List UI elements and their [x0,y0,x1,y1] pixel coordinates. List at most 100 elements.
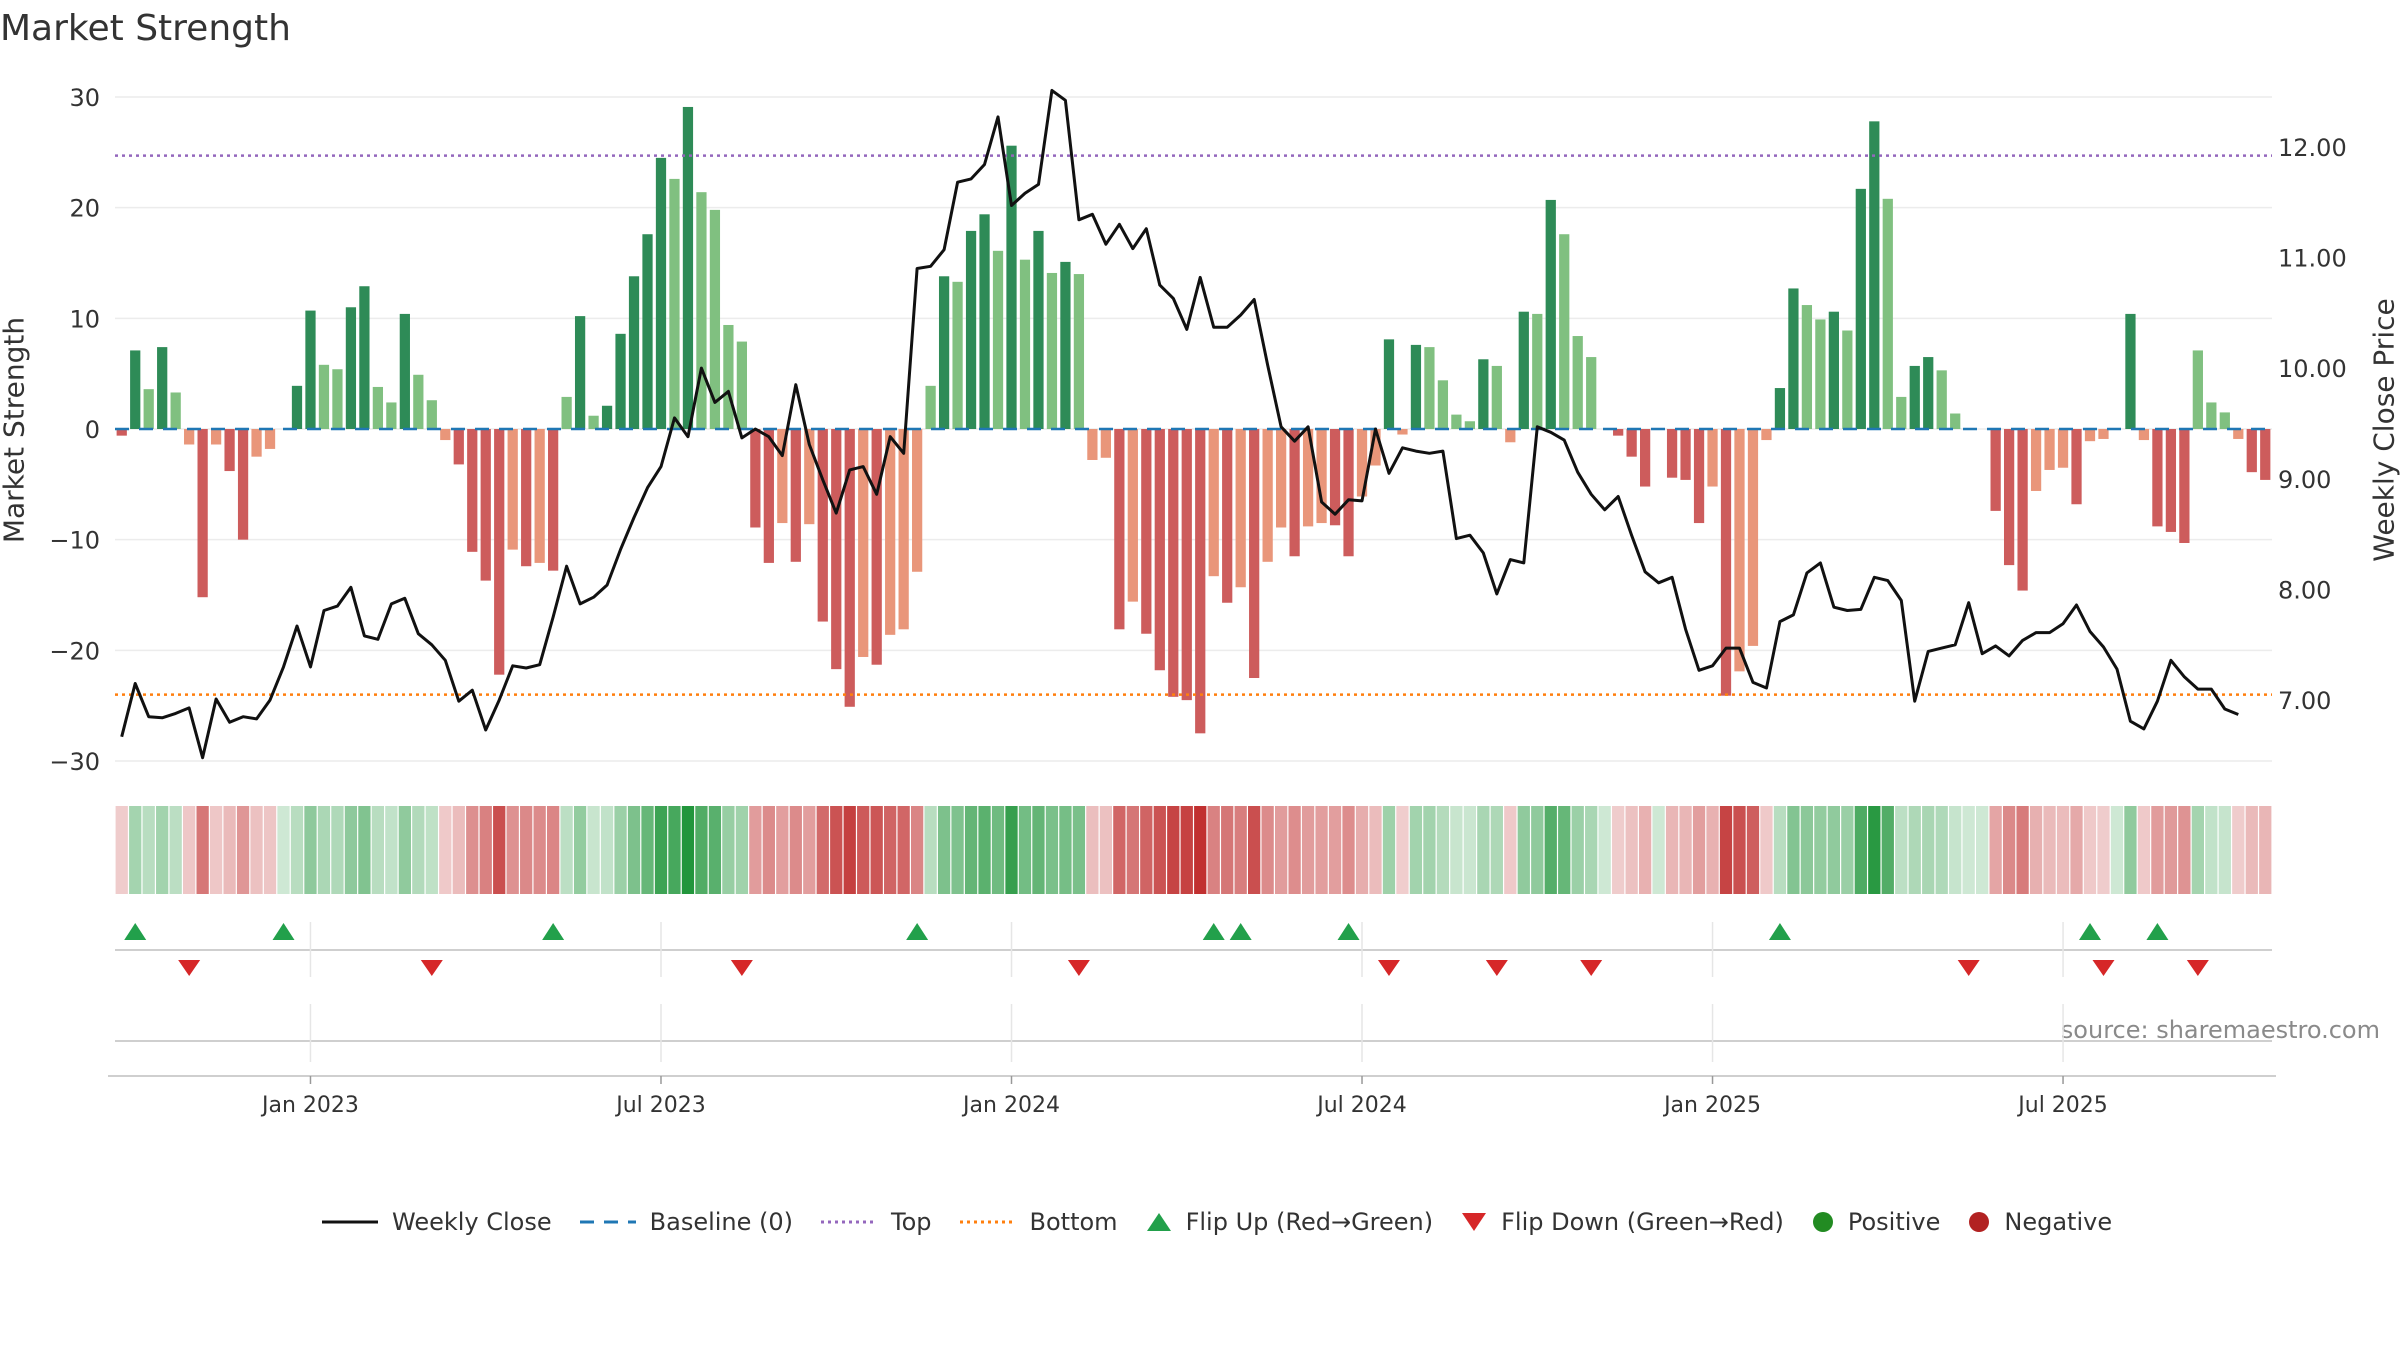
strength-heat-cell [547,806,560,894]
strength-heat-cell [803,806,816,894]
strength-heat-cell [1976,806,1989,894]
strength-bar [844,429,855,707]
strength-heat-cell [156,806,169,894]
strength-heat-cell [1989,806,2002,894]
strength-heat-cell [1517,806,1530,894]
legend-baseline[interactable]: Baseline (0) [578,1208,793,1236]
strength-heat-cell [1571,806,1584,894]
strength-bar [291,385,303,429]
flip-up-marker [2079,923,2102,940]
strength-bar [1397,429,1408,435]
strength-heat-cell [1045,806,1059,894]
legend-top[interactable]: Top [819,1208,932,1236]
strength-heat-cell [533,806,546,894]
strength-heat-cell [425,806,438,894]
strength-bar [413,374,424,429]
strength-heat-cell [1692,806,1706,894]
legend-negative[interactable]: Negative [1966,1208,2112,1236]
strength-bar [1505,429,1516,443]
strength-heat-cell [1396,806,1409,894]
strength-heat-cell [223,806,236,894]
strength-heat-cell [1342,806,1355,894]
flip-up-marker [1202,923,1225,940]
strength-heat-cell [331,806,344,894]
strength-bar [1990,429,2001,511]
y2-tick-label: 11.00 [2278,244,2347,272]
x-tick-label: Jul 2023 [614,1093,706,1118]
strength-bar [938,276,950,429]
strength-heat-cell [1719,806,1733,894]
y-tick-label: −30 [49,748,100,776]
strength-heat-cell [1301,806,1315,894]
flip-up-marker [272,923,295,940]
strength-heat-cell [641,806,654,894]
strength-bar [885,429,896,635]
strength-bar [1882,198,1893,429]
legend-positive[interactable]: Positive [1810,1208,1940,1236]
strength-heat-cell [1167,806,1180,894]
strength-heat-cell [573,806,587,894]
strength-bar [1586,357,1597,429]
strength-bar [1033,230,1044,429]
strength-bar [574,316,586,429]
strength-heat-cell [1531,806,1544,894]
legend-flip-down[interactable]: Flip Down (Green→Red) [1459,1208,1784,1236]
y2-tick-label: 7.00 [2278,687,2331,715]
strength-bar [1464,421,1475,429]
strength-bar [1249,429,1260,678]
legend-flip-up[interactable]: Flip Up (Red→Green) [1144,1208,1433,1236]
strength-heat-cell [1086,806,1099,894]
strength-heat-cell [1355,806,1369,894]
strength-heat-cell [317,806,331,894]
strength-heat-cell [627,806,641,894]
strength-bar [1208,429,1219,577]
strength-heat-cell [479,806,492,894]
strength-bar [1896,396,1907,429]
strength-bar [925,385,936,429]
strength-heat-cell [560,806,573,894]
strength-bar [615,333,626,429]
triangle-down-icon [1462,1213,1487,1231]
strength-heat-cell [466,806,479,894]
strength-heat-cell [115,806,128,894]
strength-heat-cell [520,806,533,894]
flip-up-marker [1768,923,1791,940]
strength-bar [2017,429,2028,591]
strength-heat-cell [2002,806,2016,894]
strength-heat-cell [1760,806,1773,894]
strength-heat-cell [2178,806,2191,894]
legend: Weekly Close Baseline (0) Top Bottom Fli… [320,1208,2138,1236]
strength-heat-cell [1463,806,1477,894]
strength-bar [898,429,909,630]
strength-bar [1680,429,1691,480]
x-tick-label: Jul 2025 [2016,1093,2108,1118]
x-tick-label: Jan 2024 [961,1093,1060,1118]
flip-down-marker [1957,960,1980,976]
y2-tick-label: 8.00 [2278,576,2331,604]
flip-down-marker [2092,960,2115,976]
strength-bar [817,429,828,622]
strength-bar [1666,429,1678,478]
strength-heat-cell [1962,806,1975,894]
strength-heat-cell [196,806,209,894]
strength-heat-cell [183,806,196,894]
strength-heat-cell [1436,806,1450,894]
strength-heat-cell [1005,806,1018,894]
legend-weekly-close[interactable]: Weekly Close [320,1208,552,1236]
strength-heat-cell [290,806,304,894]
strength-heat-cell [2137,806,2151,894]
strength-bar [1923,357,1934,429]
strength-bar [305,310,316,429]
strength-bar [979,214,990,429]
strength-bar [1019,259,1031,429]
strength-bar [1869,121,1880,429]
strength-bar [992,250,1004,429]
strength-bar [2071,429,2082,505]
strength-bar [790,429,801,562]
strength-bar [2206,402,2217,429]
strength-heat-cell [924,806,937,894]
strength-bar [440,429,451,441]
strength-bar [871,429,882,665]
strength-heat-cell [1221,806,1234,894]
legend-bottom[interactable]: Bottom [958,1208,1118,1236]
